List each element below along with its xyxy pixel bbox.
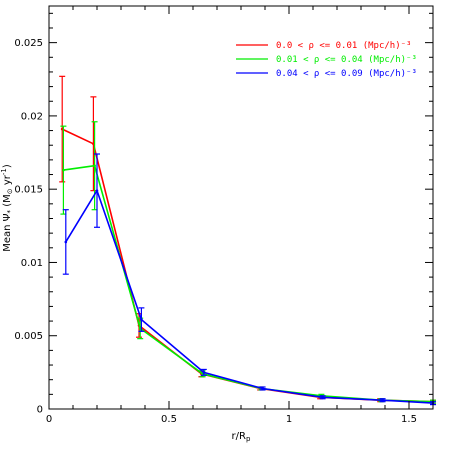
x-tick-label: 1.5 (401, 414, 417, 425)
x-tick-label: 0.5 (161, 414, 177, 425)
data-point (62, 168, 65, 172)
data-point (64, 240, 68, 244)
data-marks (59, 75, 436, 406)
x-tick-label: 1 (286, 414, 292, 425)
legend-item: 0.0 < ρ <= 0.01 (Mpc/h)⁻³ (236, 41, 411, 51)
y-axis-label: Mean Ψ* (M⊙ yr-1) (0, 164, 14, 252)
y-tick-label: 0 (37, 405, 43, 416)
data-point (202, 371, 206, 374)
y-tick-label: 0.02 (21, 111, 43, 122)
y-tick-label: 0.015 (14, 185, 43, 196)
data-point (95, 189, 99, 192)
legend-label: 0.04 < ρ <= 0.09 (Mpc/h)⁻³ (276, 69, 417, 79)
legend-label: 0.0 < ρ <= 0.01 (Mpc/h)⁻³ (276, 41, 411, 51)
legend-item: 0.04 < ρ <= 0.09 (Mpc/h)⁻³ (236, 69, 417, 79)
legend: 0.0 < ρ <= 0.01 (Mpc/h)⁻³ 0.01 < ρ <= 0.0… (236, 41, 417, 79)
tick-labels: 0 0.5 1 1.5 0 0.005 0.01 0.015 0.02 0.025 (14, 38, 417, 425)
data-point (93, 164, 96, 168)
axis-ticks (48, 6, 433, 410)
y-tick-label: 0.005 (14, 331, 43, 342)
y-tick-label: 0.01 (21, 258, 43, 269)
legend-label: 0.01 < ρ <= 0.04 (Mpc/h)⁻³ (276, 55, 417, 65)
series-line (65, 189, 434, 404)
legend-item: 0.01 < ρ <= 0.04 (Mpc/h)⁻³ (236, 55, 417, 65)
y-tick-label: 0.025 (14, 38, 43, 49)
data-point (381, 398, 384, 402)
series-group (62, 153, 436, 406)
data-point (140, 318, 143, 321)
x-tick-label: 0 (46, 414, 52, 425)
data-point (321, 395, 324, 399)
data-point (261, 387, 264, 390)
